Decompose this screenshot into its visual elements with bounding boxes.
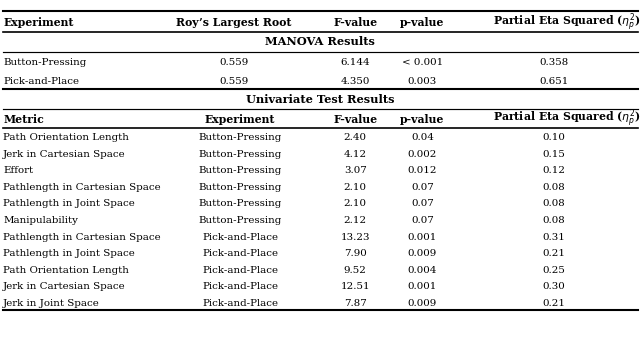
Text: Experiment: Experiment	[3, 17, 74, 28]
Text: Experiment: Experiment	[205, 114, 275, 125]
Text: Button-Pressing: Button-Pressing	[198, 216, 282, 225]
Text: Button-Pressing: Button-Pressing	[198, 166, 282, 175]
Text: Partial Eta Squared ($\eta_p^2$): Partial Eta Squared ($\eta_p^2$)	[493, 11, 640, 34]
Text: 0.08: 0.08	[542, 183, 565, 192]
Text: 0.07: 0.07	[411, 216, 434, 225]
Text: 2.10: 2.10	[344, 199, 367, 208]
Text: Pick-and-Place: Pick-and-Place	[202, 249, 278, 258]
Text: Button-Pressing: Button-Pressing	[198, 150, 282, 159]
Text: Metric: Metric	[3, 114, 44, 125]
Text: 4.12: 4.12	[344, 150, 367, 159]
Text: 0.08: 0.08	[542, 199, 565, 208]
Text: 13.23: 13.23	[340, 233, 370, 241]
Text: Jerk in Cartesian Space: Jerk in Cartesian Space	[3, 150, 126, 159]
Text: Path Orientation Length: Path Orientation Length	[3, 266, 129, 275]
Text: 6.144: 6.144	[340, 58, 370, 67]
Text: 0.31: 0.31	[542, 233, 565, 241]
Text: MANOVA Results: MANOVA Results	[265, 36, 375, 47]
Text: 0.21: 0.21	[542, 299, 565, 308]
Text: Pick-and-Place: Pick-and-Place	[3, 77, 79, 86]
Text: 7.87: 7.87	[344, 299, 367, 308]
Text: Button-Pressing: Button-Pressing	[198, 183, 282, 192]
Text: p-value: p-value	[400, 114, 445, 125]
Text: 0.15: 0.15	[542, 150, 565, 159]
Text: Path Orientation Length: Path Orientation Length	[3, 133, 129, 142]
Text: 0.04: 0.04	[411, 133, 434, 142]
Text: 0.009: 0.009	[408, 249, 437, 258]
Text: 0.651: 0.651	[539, 77, 568, 86]
Text: Roy’s Largest Root: Roy’s Largest Root	[176, 17, 291, 28]
Text: 0.009: 0.009	[408, 299, 437, 308]
Text: 7.90: 7.90	[344, 249, 367, 258]
Text: 0.08: 0.08	[542, 216, 565, 225]
Text: 0.003: 0.003	[408, 77, 437, 86]
Text: 2.12: 2.12	[344, 216, 367, 225]
Text: 0.002: 0.002	[408, 150, 437, 159]
Text: 0.358: 0.358	[539, 58, 568, 67]
Text: 0.10: 0.10	[542, 133, 565, 142]
Text: Jerk in Cartesian Space: Jerk in Cartesian Space	[3, 282, 126, 291]
Text: 0.559: 0.559	[219, 58, 248, 67]
Text: 0.12: 0.12	[542, 166, 565, 175]
Text: 2.10: 2.10	[344, 183, 367, 192]
Text: Pick-and-Place: Pick-and-Place	[202, 233, 278, 241]
Text: 4.350: 4.350	[340, 77, 370, 86]
Text: 0.001: 0.001	[408, 233, 437, 241]
Text: Pick-and-Place: Pick-and-Place	[202, 282, 278, 291]
Text: F-value: F-value	[333, 17, 377, 28]
Text: Pathlength in Cartesian Space: Pathlength in Cartesian Space	[3, 233, 161, 241]
Text: Button-Pressing: Button-Pressing	[3, 58, 86, 67]
Text: p-value: p-value	[400, 17, 445, 28]
Text: 2.40: 2.40	[344, 133, 367, 142]
Text: 0.21: 0.21	[542, 249, 565, 258]
Text: Button-Pressing: Button-Pressing	[198, 199, 282, 208]
Text: 0.07: 0.07	[411, 183, 434, 192]
Text: Pathlength in Joint Space: Pathlength in Joint Space	[3, 249, 135, 258]
Text: 0.07: 0.07	[411, 199, 434, 208]
Text: Univariate Test Results: Univariate Test Results	[246, 94, 394, 105]
Text: Effort: Effort	[3, 166, 33, 175]
Text: 12.51: 12.51	[340, 282, 370, 291]
Text: 0.559: 0.559	[219, 77, 248, 86]
Text: Pathlength in Cartesian Space: Pathlength in Cartesian Space	[3, 183, 161, 192]
Text: 9.52: 9.52	[344, 266, 367, 275]
Text: 0.001: 0.001	[408, 282, 437, 291]
Text: 0.30: 0.30	[542, 282, 565, 291]
Text: Pick-and-Place: Pick-and-Place	[202, 299, 278, 308]
Text: 3.07: 3.07	[344, 166, 367, 175]
Text: Partial Eta Squared ($\eta_p^2$): Partial Eta Squared ($\eta_p^2$)	[493, 108, 640, 130]
Text: Pick-and-Place: Pick-and-Place	[202, 266, 278, 275]
Text: 0.012: 0.012	[408, 166, 437, 175]
Text: 0.25: 0.25	[542, 266, 565, 275]
Text: F-value: F-value	[333, 114, 377, 125]
Text: Button-Pressing: Button-Pressing	[198, 133, 282, 142]
Text: Pathlength in Joint Space: Pathlength in Joint Space	[3, 199, 135, 208]
Text: Jerk in Joint Space: Jerk in Joint Space	[3, 299, 100, 308]
Text: 0.004: 0.004	[408, 266, 437, 275]
Text: < 0.001: < 0.001	[402, 58, 443, 67]
Text: Manipulability: Manipulability	[3, 216, 78, 225]
